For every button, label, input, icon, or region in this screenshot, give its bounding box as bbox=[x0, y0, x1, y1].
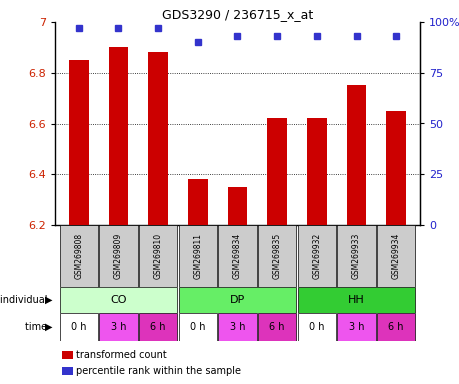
Bar bbox=[60, 313, 98, 341]
Text: GSM269934: GSM269934 bbox=[391, 233, 400, 279]
Bar bbox=[376, 313, 414, 341]
Bar bbox=[99, 313, 137, 341]
Text: GSM269810: GSM269810 bbox=[153, 233, 162, 279]
Text: 0 h: 0 h bbox=[71, 322, 86, 332]
Bar bbox=[179, 313, 216, 341]
Text: ▶: ▶ bbox=[45, 322, 53, 332]
Text: GSM269932: GSM269932 bbox=[312, 233, 321, 279]
Text: 6 h: 6 h bbox=[387, 322, 403, 332]
Bar bbox=[187, 179, 207, 225]
Text: 0 h: 0 h bbox=[190, 322, 205, 332]
Bar bbox=[297, 225, 335, 287]
Text: individual: individual bbox=[0, 295, 50, 305]
Text: HH: HH bbox=[347, 295, 364, 305]
Text: ▶: ▶ bbox=[45, 295, 53, 305]
Text: GSM269835: GSM269835 bbox=[272, 233, 281, 279]
Text: GSM269834: GSM269834 bbox=[233, 233, 241, 279]
Bar bbox=[227, 187, 247, 225]
Text: 0 h: 0 h bbox=[308, 322, 324, 332]
Bar bbox=[139, 225, 177, 287]
Bar bbox=[337, 225, 375, 287]
Text: 3 h: 3 h bbox=[111, 322, 126, 332]
Text: 3 h: 3 h bbox=[229, 322, 245, 332]
Text: 6 h: 6 h bbox=[269, 322, 284, 332]
Text: GSM269808: GSM269808 bbox=[74, 233, 83, 279]
Bar bbox=[179, 287, 296, 313]
Bar bbox=[306, 118, 326, 225]
Text: 3 h: 3 h bbox=[348, 322, 364, 332]
Bar bbox=[376, 225, 414, 287]
Bar bbox=[218, 225, 256, 287]
Bar bbox=[267, 118, 286, 225]
Title: GDS3290 / 236715_x_at: GDS3290 / 236715_x_at bbox=[162, 8, 313, 21]
Bar bbox=[60, 225, 98, 287]
Text: DP: DP bbox=[230, 295, 245, 305]
Text: CO: CO bbox=[110, 295, 126, 305]
Text: 6 h: 6 h bbox=[150, 322, 166, 332]
Text: percentile rank within the sample: percentile rank within the sample bbox=[76, 366, 240, 376]
Text: time: time bbox=[25, 322, 50, 332]
Bar bbox=[297, 287, 414, 313]
Text: GSM269933: GSM269933 bbox=[351, 233, 360, 279]
Bar bbox=[179, 225, 216, 287]
Bar bbox=[297, 313, 335, 341]
Bar bbox=[386, 111, 405, 225]
Bar bbox=[60, 287, 177, 313]
Bar bbox=[337, 313, 375, 341]
Text: GSM269811: GSM269811 bbox=[193, 233, 202, 279]
Bar bbox=[346, 85, 366, 225]
Bar bbox=[108, 47, 128, 225]
Bar bbox=[139, 313, 177, 341]
Bar bbox=[69, 60, 89, 225]
Bar bbox=[257, 313, 296, 341]
Bar bbox=[257, 225, 296, 287]
Text: transformed count: transformed count bbox=[76, 350, 166, 360]
Bar bbox=[218, 313, 256, 341]
Bar bbox=[99, 225, 137, 287]
Text: GSM269809: GSM269809 bbox=[114, 233, 123, 279]
Bar bbox=[148, 53, 168, 225]
